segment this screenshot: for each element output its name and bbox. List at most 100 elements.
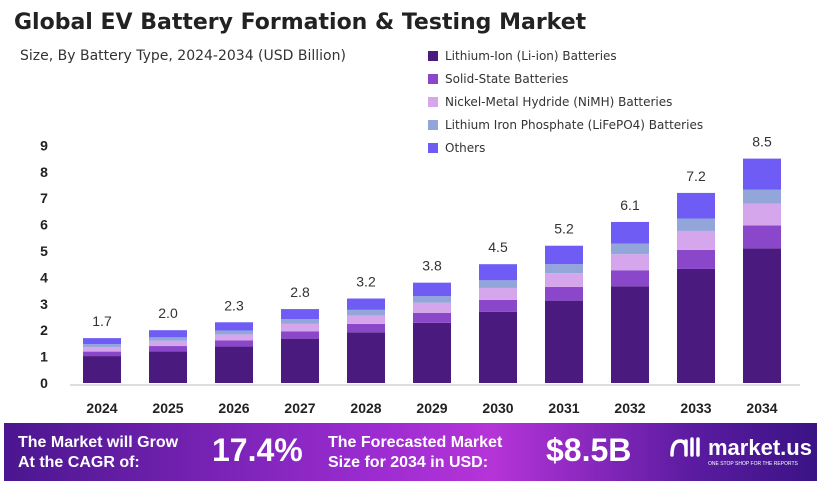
x-tick-label: 2028 (350, 400, 381, 416)
data-label: 8.5 (752, 134, 772, 150)
bar-segment (545, 300, 583, 383)
data-label: 1.7 (92, 313, 112, 329)
forecast-value: $8.5B (546, 432, 632, 468)
bar-segment (83, 338, 121, 345)
x-tick-label: 2034 (746, 400, 777, 416)
bar-segment (281, 319, 319, 324)
x-tick-label: 2027 (284, 400, 315, 416)
bar-segment (611, 243, 649, 255)
bar-segment (215, 330, 253, 335)
bar-segment (413, 322, 451, 383)
y-tick-label: 2 (40, 322, 48, 338)
legend-swatch (428, 50, 438, 61)
chart-title: Global EV Battery Formation & Testing Ma… (14, 10, 587, 35)
bar-segment (743, 203, 781, 226)
bar-segment (281, 331, 319, 339)
legend-label: Nickel-Metal Hydride (NiMH) Batteries (445, 94, 673, 109)
x-tick-label: 2026 (218, 400, 249, 416)
bar-segment (347, 315, 385, 324)
bar-segment (347, 309, 385, 316)
y-tick-label: 0 (40, 375, 48, 391)
bar-segment (545, 273, 583, 287)
cagr-label: The Market will Grow At the CAGR of: (18, 434, 179, 471)
legend-item: Lithium Iron Phosphate (LiFePO4) Batteri… (428, 113, 703, 136)
bar-segment (611, 254, 649, 271)
chart-subtitle: Size, By Battery Type, 2024-2034 (USD Bi… (20, 48, 346, 64)
bar-segment (743, 158, 781, 190)
legend-swatch (428, 119, 438, 130)
x-tick-label: 2029 (416, 400, 447, 416)
legend-label: Solid-State Batteries (445, 71, 569, 86)
bar-segment (479, 280, 517, 288)
market-us-logo: market.us ONE STOP SHOP FOR THE REPORTS (668, 435, 812, 467)
data-label: 6.1 (620, 197, 640, 213)
forecast-label: The Forecasted Market Size for 2034 in U… (328, 434, 503, 471)
legend-label: Lithium Iron Phosphate (LiFePO4) Batteri… (445, 117, 704, 132)
bar-segment (347, 332, 385, 383)
bar-segment (677, 230, 715, 250)
legend-item: Others (428, 136, 703, 159)
y-tick-label: 3 (40, 296, 48, 312)
bar-segment (149, 337, 187, 341)
x-tick-label: 2033 (680, 400, 711, 416)
bar-segment (149, 346, 187, 352)
bar-segment (545, 286, 583, 301)
bar-segment (611, 221, 649, 244)
bar-segment (149, 351, 187, 383)
data-label: 3.2 (356, 274, 376, 290)
bar-segment (611, 286, 649, 383)
bar-segment (83, 356, 121, 383)
bar-segment (347, 323, 385, 333)
bar-segment (413, 282, 451, 297)
logo-tagline: ONE STOP SHOP FOR THE REPORTS (708, 461, 798, 467)
bar-segment (215, 322, 253, 331)
legend-swatch (428, 96, 438, 107)
bar-segment (479, 287, 517, 300)
bar-segment (545, 245, 583, 265)
legend-swatch (428, 73, 438, 84)
legend-item: Solid-State Batteries (428, 67, 703, 90)
legend-label: Lithium-Ion (Li-ion) Batteries (445, 48, 617, 63)
y-tick-label: 4 (40, 269, 48, 285)
bar-segment (83, 351, 121, 357)
legend-item: Lithium-Ion (Li-ion) Batteries (428, 44, 703, 67)
bar-segment (149, 330, 187, 338)
cagr-value: 17.4% (212, 432, 303, 468)
chart-plot: 0 1 2 3 4 5 6 7 8 9 1.7 2024 2.0 2025 2.3 2026 2.8 2027 3.… (40, 134, 800, 416)
bar-segment (743, 225, 781, 249)
x-tick-label: 2025 (152, 400, 183, 416)
bar-segment (149, 340, 187, 347)
bar-segment (215, 346, 253, 383)
data-label: 7.2 (686, 168, 706, 184)
bar-segment (413, 312, 451, 323)
bar-segment (83, 344, 121, 348)
y-tick-label: 6 (40, 217, 48, 233)
x-tick-label: 2024 (86, 400, 117, 416)
data-label: 5.2 (554, 221, 574, 237)
bar-segment (215, 334, 253, 341)
data-label: 3.8 (422, 258, 442, 274)
bar-segment (413, 296, 451, 303)
legend-swatch (428, 142, 438, 153)
bar-segment (611, 270, 649, 287)
y-tick-label: 5 (40, 243, 48, 259)
bar-segment (413, 302, 451, 313)
bar-segment (677, 218, 715, 231)
data-label: 2.3 (224, 297, 244, 313)
bar-segment (479, 299, 517, 312)
legend-label: Others (445, 140, 486, 155)
bar-segment (281, 338, 319, 383)
x-tick-label: 2032 (614, 400, 645, 416)
x-tick-label: 2031 (548, 400, 579, 416)
x-tick-label: 2030 (482, 400, 513, 416)
bar-segment (83, 347, 121, 352)
y-tick-label: 9 (40, 137, 48, 153)
data-label: 2.0 (158, 305, 178, 321)
legend-item: Nickel-Metal Hydride (NiMH) Batteries (428, 90, 703, 113)
bar-segment (743, 189, 781, 204)
y-tick-label: 7 (40, 190, 48, 206)
legend: Lithium-Ion (Li-ion) Batteries Solid-Stat… (428, 44, 703, 159)
summary-banner: The Market will Grow At the CAGR of: 17.… (4, 423, 817, 481)
logo-icon (670, 437, 700, 457)
data-label: 4.5 (488, 239, 508, 255)
